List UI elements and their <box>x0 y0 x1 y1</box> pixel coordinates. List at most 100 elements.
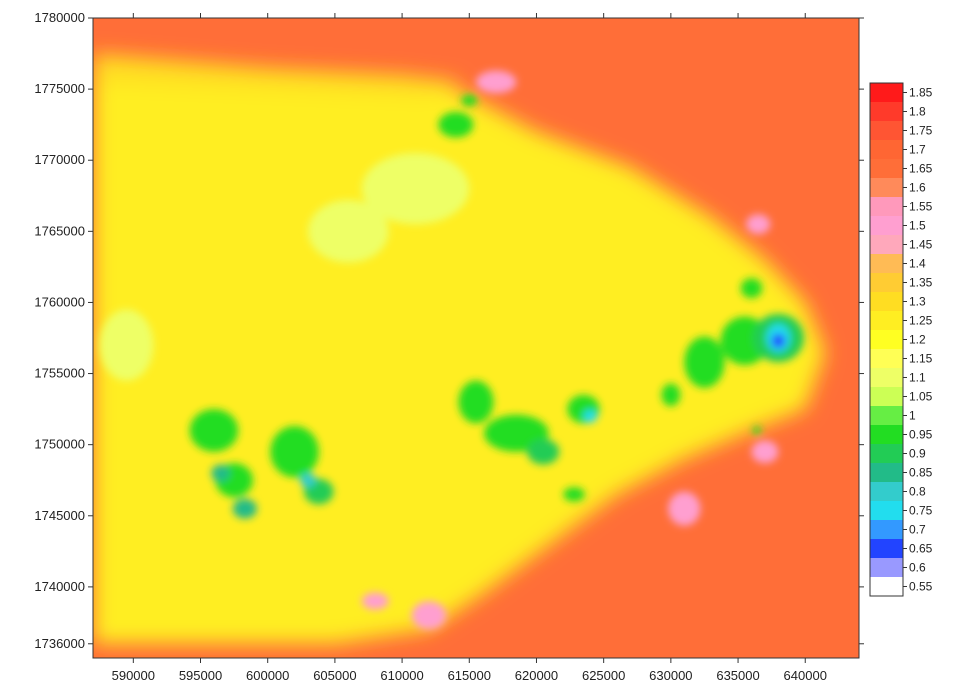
colorbar-swatch <box>870 178 903 198</box>
y-tick-label: 1736000 <box>34 636 85 651</box>
heatmap-blob <box>308 200 389 263</box>
colorbar-swatch <box>870 140 903 160</box>
heatmap-blob <box>583 409 597 423</box>
heatmap-blob <box>232 498 257 519</box>
colorbar-label: 1.8 <box>909 105 926 119</box>
colorbar-label: 0.65 <box>909 542 933 556</box>
heatmap-blob <box>527 438 560 465</box>
colorbar-label: 1.25 <box>909 314 933 328</box>
colorbar-swatch <box>870 539 903 559</box>
x-tick-label: 610000 <box>380 668 423 683</box>
colorbar-label: 0.9 <box>909 447 926 461</box>
colorbar-swatch <box>870 197 903 217</box>
colorbar-label: 1.6 <box>909 181 926 195</box>
colorbar-swatch <box>870 368 903 388</box>
colorbar-label: 1.55 <box>909 200 933 214</box>
x-tick-label: 590000 <box>112 668 155 683</box>
x-tick-label: 595000 <box>179 668 222 683</box>
heatmap-regions <box>93 53 826 644</box>
heatmap-blob <box>411 601 447 630</box>
heatmap-blob <box>361 153 470 225</box>
colorbar-swatch <box>870 387 903 407</box>
heatmap-blobs <box>99 70 804 630</box>
x-tick-label: 605000 <box>313 668 356 683</box>
colorbar-swatch <box>870 463 903 483</box>
y-tick-label: 1780000 <box>34 10 85 25</box>
colorbar-label: 0.7 <box>909 523 926 537</box>
heatmap-blob <box>668 491 701 526</box>
colorbar-swatch <box>870 216 903 236</box>
colorbar-swatch <box>870 558 903 578</box>
colorbar-swatch <box>870 330 903 350</box>
heatmap-blob <box>99 309 154 381</box>
heatmap-blob <box>461 94 478 107</box>
colorbar-label: 1.5 <box>909 219 926 233</box>
colorbar-swatch <box>870 349 903 369</box>
colorbar-label: 1.85 <box>909 86 933 100</box>
y-tick-label: 1770000 <box>34 152 85 167</box>
heatmap-blob <box>740 278 763 299</box>
colorbar-label: 1.35 <box>909 276 933 290</box>
y-tick-label: 1755000 <box>34 366 85 381</box>
heatmap-region-inner-zone <box>93 74 826 644</box>
x-tick-label: 635000 <box>716 668 759 683</box>
heatmap-blob <box>476 70 517 94</box>
colorbar-label: 0.8 <box>909 485 926 499</box>
heatmap-blob <box>211 464 231 482</box>
colorbar-swatch <box>870 254 903 274</box>
heatmap-blob <box>684 336 725 388</box>
colorbar-swatch <box>870 292 903 312</box>
x-tick-label: 625000 <box>582 668 625 683</box>
colorbar-label: 1.45 <box>909 238 933 252</box>
colorbar-label: 1.75 <box>909 124 933 138</box>
plot-frame <box>92 17 860 659</box>
heatmap-blob <box>299 473 317 488</box>
heatmap-blob <box>563 487 585 502</box>
heatmap-blob <box>189 409 239 452</box>
heatmap-blob <box>361 592 389 610</box>
heatmap-region-upper-left-band <box>93 53 463 97</box>
colorbar-swatch <box>870 102 903 122</box>
colorbar-label: 1.3 <box>909 295 926 309</box>
heatmap-blob <box>751 440 779 464</box>
x-tick-label: 640000 <box>784 668 827 683</box>
y-tick-label: 1765000 <box>34 223 85 238</box>
colorbar-label: 0.85 <box>909 466 933 480</box>
colorbar-label: 1 <box>909 409 916 423</box>
x-tick-label: 615000 <box>448 668 491 683</box>
colorbar-label: 1.1 <box>909 371 926 385</box>
colorbar-swatch <box>870 520 903 540</box>
colorbar-swatch <box>870 273 903 293</box>
colorbar-swatch <box>870 311 903 331</box>
colorbar-swatch <box>870 501 903 521</box>
colorbar-swatch <box>870 406 903 426</box>
colorbar-swatch <box>870 159 903 179</box>
heatmap-blob <box>270 426 319 478</box>
colorbar-swatch <box>870 577 903 597</box>
colorbar-label: 0.55 <box>909 580 933 594</box>
colorbar-label: 1.05 <box>909 390 933 404</box>
colorbar-swatch <box>870 83 903 103</box>
colorbar-swatch <box>870 121 903 141</box>
colorbar-label: 0.75 <box>909 504 933 518</box>
x-tick-label: 630000 <box>649 668 692 683</box>
colorbar-label: 0.6 <box>909 561 926 575</box>
heatmap-blob <box>661 383 681 407</box>
heatmap-blob <box>752 426 761 435</box>
colorbar: 1.85 1.8 1.75 1.7 1.65 1.6 1.55 1.5 1.45 1.4 1.35 1… <box>869 82 933 597</box>
x-tick-label: 600000 <box>246 668 289 683</box>
y-tick-label: 1750000 <box>34 437 85 452</box>
heatmap-blob <box>458 380 494 424</box>
colorbar-label: 1.2 <box>909 333 926 347</box>
colorbar-swatch <box>870 235 903 255</box>
colorbar-swatch <box>870 482 903 502</box>
colorbar-label: 0.95 <box>909 428 933 442</box>
y-tick-label: 1760000 <box>34 294 85 309</box>
y-tick-label: 1775000 <box>34 81 85 96</box>
y-tick-label: 1740000 <box>34 579 85 594</box>
heatmap-blob <box>746 214 771 235</box>
heatmap-blob <box>438 111 474 138</box>
colorbar-swatch <box>870 444 903 464</box>
y-tick-label: 1745000 <box>34 508 85 523</box>
